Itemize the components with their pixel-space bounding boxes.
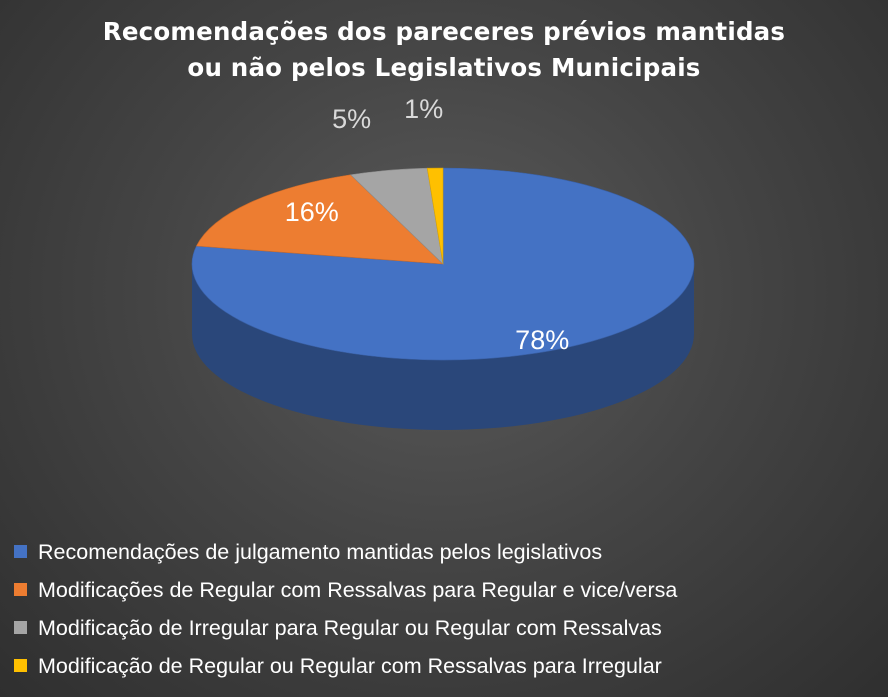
pie-data-label: 1% — [404, 94, 443, 124]
legend-item: Modificação de Irregular para Regular ou… — [14, 610, 884, 648]
legend-item: Recomendações de julgamento mantidas pel… — [14, 534, 884, 572]
pie-slice-side — [192, 264, 694, 430]
pie-data-label: 78% — [515, 325, 569, 355]
pie-slice — [426, 167, 444, 265]
pie-slice — [195, 174, 444, 265]
legend-swatch — [14, 621, 27, 635]
chart-title: Recomendações dos pareceres prévios mant… — [0, 14, 888, 86]
legend-swatch — [14, 545, 27, 559]
pie-tops — [191, 167, 695, 361]
pie-data-label: 5% — [332, 104, 371, 134]
legend-label: Modificação de Regular ou Regular com Re… — [38, 654, 662, 678]
pie-sides — [192, 264, 694, 430]
pie-data-label: 16% — [285, 197, 339, 227]
legend-swatch — [14, 583, 27, 597]
chart-title-line-1: Recomendações dos pareceres prévios mant… — [102, 17, 786, 46]
legend: Recomendações de julgamento mantidas pel… — [14, 534, 884, 686]
legend-label: Recomendações de julgamento mantidas pel… — [38, 540, 603, 564]
chart-title-line-2: ou não pelos Legislativos Municipais — [187, 53, 701, 82]
legend-label: Modificação de Irregular para Regular ou… — [38, 616, 662, 640]
pie-labels: 78% 16% 5% 1% — [285, 94, 569, 355]
legend-swatch — [14, 659, 27, 673]
legend-item: Modificação de Regular ou Regular com Re… — [14, 648, 884, 686]
legend-item: Modificações de Regular com Ressalvas pa… — [14, 572, 884, 610]
legend-label: Modificações de Regular com Ressalvas pa… — [38, 578, 678, 602]
